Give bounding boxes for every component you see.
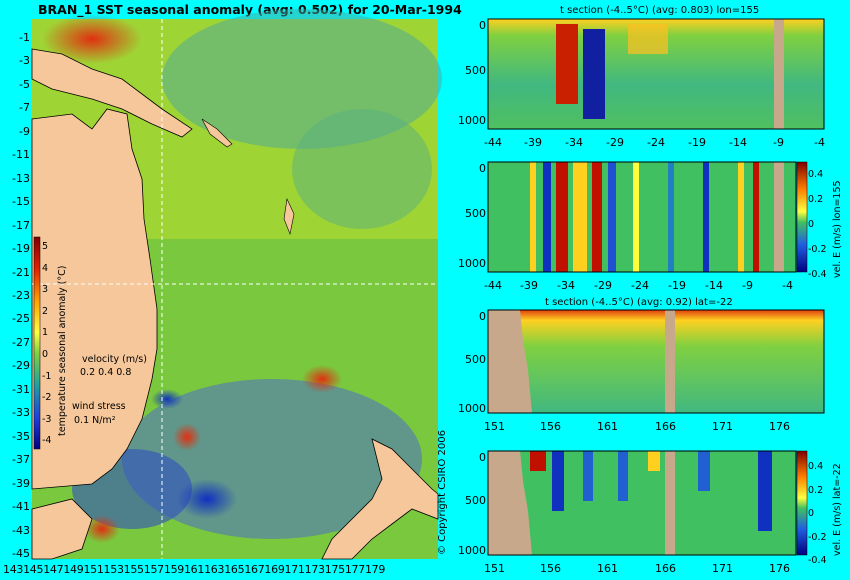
panel1-ytick: 1000	[458, 114, 486, 127]
colorbar-tick: -1	[42, 370, 52, 382]
panel1-ytick: 500	[465, 64, 486, 77]
panel4-ytick: 1000	[458, 544, 486, 557]
panel4-cb-label: vel. E (m/s) lat=-22	[832, 463, 843, 556]
colorbar-tick: 1	[42, 327, 49, 339]
panel3-ytick: 500	[465, 353, 486, 366]
panel2-colorbar	[796, 161, 808, 273]
colorbar-tick: -4	[42, 435, 52, 447]
panel2-velocity[interactable]	[487, 161, 797, 273]
velocity-label: velocity (m/s)	[82, 354, 147, 365]
colorbar-label: temperature seasonal anomaly (°C)	[57, 265, 68, 436]
colorbar-tick: -2	[42, 392, 52, 404]
panel4-cbtick: 0.2	[808, 484, 824, 496]
map-title: BRAN_1 SST seasonal anomaly (avg: 0.502)…	[38, 2, 462, 17]
velocity-scale: 0.2 0.4 0.8	[80, 367, 132, 378]
panel2-cbtick: 0.2	[808, 194, 824, 205]
panel2-cb-label: vel. E (m/s) lon=155	[832, 180, 843, 278]
panel4-cbtick: -0.4	[808, 555, 827, 566]
panel2-cbtick: -0.2	[808, 244, 827, 255]
panel3-section[interactable]	[487, 309, 825, 414]
colorbar-tick: -3	[42, 413, 52, 425]
panel4-ytick: 0	[479, 451, 486, 464]
wind-stress-label: wind stress	[72, 401, 126, 412]
panel2-cbtick: -0.4	[808, 269, 827, 280]
copyright: © Copyright CSIRO 2006	[437, 430, 448, 555]
colorbar-tick: 5	[42, 241, 49, 252]
colorbar-tick: 2	[42, 305, 49, 317]
colorbar-tick: 3	[42, 284, 49, 296]
panel2-ytick: 0	[479, 162, 486, 175]
wind-stress-scale: 0.1 N/m²	[74, 415, 116, 426]
panel1-title: t section (-4..5°C) (avg: 0.803) lon=155	[560, 5, 760, 16]
panel3-ytick: 0	[479, 310, 486, 323]
sst-anomaly-map[interactable]	[31, 9, 442, 560]
colorbar-tick: 0	[42, 348, 49, 360]
panel1-section[interactable]	[487, 18, 825, 130]
panel4-colorbar	[796, 450, 808, 556]
panel3-title: t section (-4..5°C) (avg: 0.92) lat=-22	[545, 297, 733, 308]
panel2-ytick: 500	[465, 207, 486, 220]
colorbar-tick: 4	[42, 262, 49, 274]
panel2-cbtick: 0.4	[808, 169, 824, 180]
panel4-cbtick: 0.4	[808, 461, 824, 472]
panel3-ytick: 1000	[458, 402, 486, 415]
panel4-cbtick: 0	[808, 508, 815, 519]
panel2-cbtick: 0	[808, 219, 815, 230]
panel4-ytick: 500	[465, 494, 486, 507]
latitude-axis: -1 -3 -5 -7 -9 -11 -13 -15 -17 -19 -21 -23 -25 -27…	[12, 31, 30, 560]
panel4-cbtick: -0.2	[808, 531, 827, 543]
panel2-ytick: 1000	[458, 257, 486, 270]
panel4-velocity[interactable]	[487, 450, 797, 556]
panel1-ytick: 0	[479, 19, 486, 32]
longitude-axis: 143 145 147 149 151 153 155 157 159 161 163 165 1…	[3, 563, 386, 576]
